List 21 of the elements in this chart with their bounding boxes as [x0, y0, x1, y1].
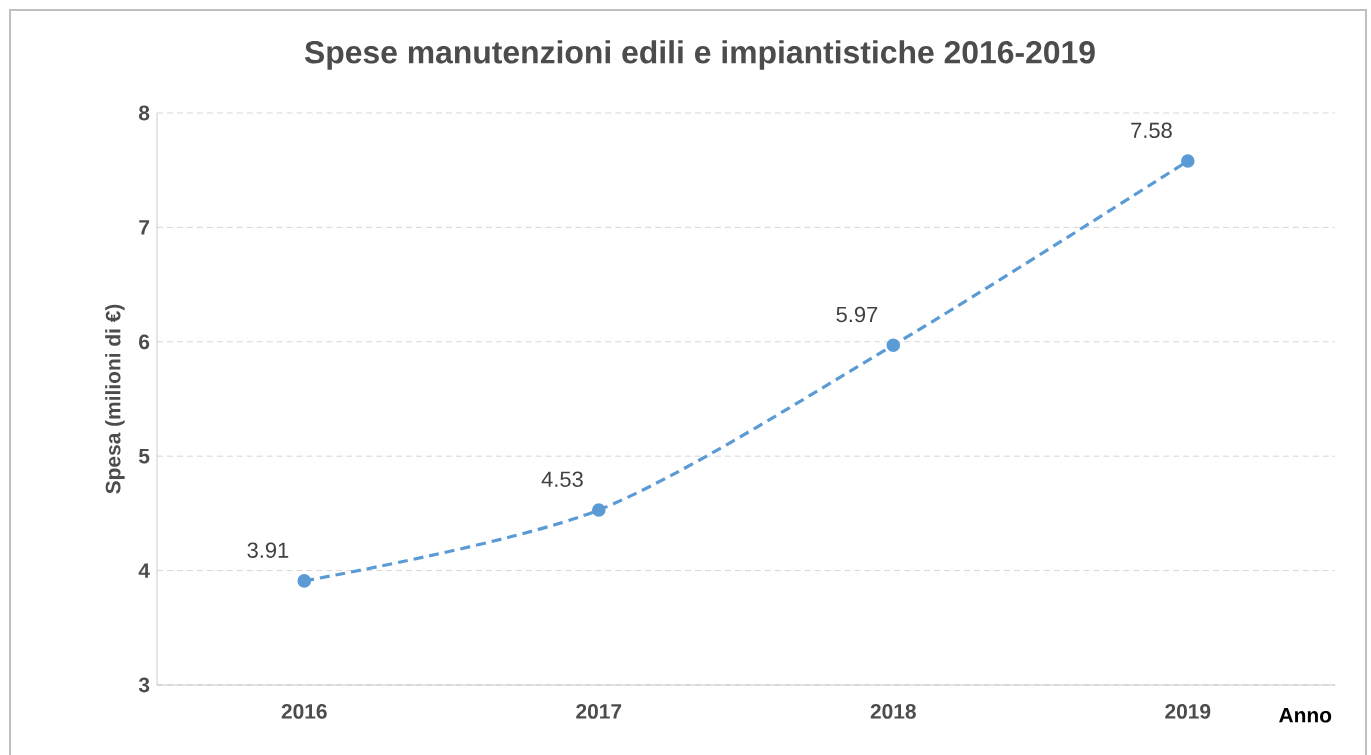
- y-tick-label: 6: [139, 334, 150, 350]
- data-label: 7.58: [1131, 122, 1172, 139]
- y-axis-title: Spesa (milioni di €): [105, 304, 125, 494]
- x-tick-label: 2018: [870, 704, 916, 719]
- y-tick-label: 3: [138, 677, 150, 693]
- point: [297, 574, 312, 588]
- y-tick-label: 4: [138, 563, 150, 578]
- point: [886, 338, 901, 352]
- data-label: 5.97: [836, 306, 878, 323]
- point: [1181, 154, 1195, 168]
- data-label: 4.53: [541, 471, 583, 487]
- data-label: 3.91: [247, 542, 289, 558]
- chart-title: Spese manutenzioni edili e impiantistiche 2016-2019: [304, 40, 1095, 70]
- y-tick-label: 7: [139, 220, 150, 235]
- point: [591, 503, 606, 517]
- y-tick-label: 8: [138, 105, 150, 121]
- y-tick-label: 5: [138, 448, 150, 464]
- x-axis-title: Anno: [1279, 708, 1332, 723]
- x-tick-label: 2016: [281, 704, 327, 719]
- x-tick-label: 2017: [576, 704, 622, 719]
- x-tick-label: 2019: [1165, 704, 1211, 719]
